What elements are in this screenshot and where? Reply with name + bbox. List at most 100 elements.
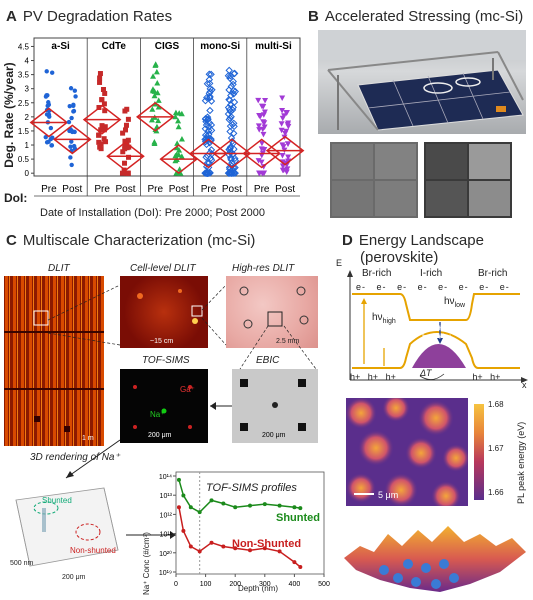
position-axis-label: x bbox=[522, 380, 527, 390]
data-point bbox=[207, 70, 215, 79]
cell-dlit-label: Cell-level DLIT bbox=[130, 263, 196, 274]
data-point bbox=[230, 69, 239, 78]
y-tick-label: 0 bbox=[25, 169, 30, 178]
stress-rig-illustration bbox=[318, 30, 526, 131]
data-point bbox=[48, 136, 54, 142]
data-point bbox=[206, 85, 214, 93]
hole-cluster-4: h+ bbox=[432, 332, 443, 342]
data-point bbox=[100, 87, 106, 93]
data-point bbox=[230, 129, 238, 138]
data-point bbox=[226, 96, 234, 105]
group-label: mono-Si bbox=[200, 41, 240, 52]
data-point bbox=[204, 135, 213, 143]
data-point bbox=[178, 135, 185, 142]
cell-dlit-spots bbox=[137, 289, 203, 324]
data-point bbox=[68, 144, 73, 149]
series-point bbox=[233, 546, 238, 551]
median-diamond bbox=[265, 135, 305, 166]
data-point bbox=[285, 141, 292, 147]
data-point bbox=[48, 125, 54, 131]
hole-row-4: h+ bbox=[472, 372, 483, 382]
y-tick-label: 10¹¹ bbox=[160, 532, 173, 539]
data-point bbox=[125, 170, 131, 176]
series-point bbox=[197, 549, 202, 554]
series-point bbox=[298, 506, 303, 511]
data-point bbox=[204, 169, 212, 177]
dlit-label: DLIT bbox=[48, 263, 70, 274]
data-point bbox=[285, 154, 292, 160]
x-tick-label: Post bbox=[62, 184, 82, 195]
dlit-module-pattern bbox=[4, 276, 104, 446]
x-tick-label: Post bbox=[169, 184, 189, 195]
cbar-label: PL peak energy (eV) bbox=[516, 421, 526, 504]
data-point bbox=[225, 115, 233, 124]
data-point bbox=[260, 119, 267, 125]
cbar-tick-2: 1.67 bbox=[488, 444, 504, 453]
panel-b-title-text: Accelerated Stressing (mc-Si) bbox=[324, 8, 524, 25]
series-point bbox=[248, 503, 252, 508]
cbar-tick-3: 1.66 bbox=[488, 488, 504, 497]
data-point bbox=[260, 103, 267, 110]
data-point bbox=[228, 106, 237, 114]
data-point bbox=[69, 128, 75, 134]
data-point bbox=[228, 169, 237, 177]
data-point bbox=[278, 121, 285, 127]
median-diamond bbox=[242, 138, 282, 169]
panel-a-title-text: PV Degradation Rates bbox=[22, 8, 173, 25]
data-point bbox=[202, 153, 210, 161]
dol-label: DoI: bbox=[4, 191, 28, 205]
data-point bbox=[204, 126, 213, 135]
data-point bbox=[229, 90, 238, 98]
data-point bbox=[97, 71, 103, 77]
data-point bbox=[206, 148, 214, 157]
data-point bbox=[201, 115, 210, 123]
hv-low-label: hνlow bbox=[444, 296, 465, 309]
panel-d-title-line2: (perovskite) bbox=[360, 249, 439, 266]
data-point bbox=[103, 139, 109, 145]
data-point bbox=[231, 87, 240, 96]
data-point bbox=[207, 154, 215, 163]
tofsims-image bbox=[120, 369, 208, 443]
series-point bbox=[221, 501, 226, 506]
y-tick-label: 10¹³ bbox=[160, 493, 173, 500]
data-point bbox=[177, 170, 184, 176]
electron-2: e- bbox=[376, 282, 387, 292]
data-point bbox=[152, 62, 159, 68]
hole-row-3: h+ bbox=[385, 372, 396, 382]
data-point bbox=[69, 115, 74, 121]
data-point bbox=[201, 97, 210, 105]
series-point bbox=[277, 503, 282, 508]
series-point bbox=[209, 540, 214, 545]
data-point bbox=[122, 138, 128, 144]
tofsims-profile-chart: 0 100 200 300 400 500 10¹⁴ 10¹³ 10¹² 10¹¹ 10²⁰ 10¹⁹ bbox=[159, 471, 330, 588]
data-point bbox=[151, 92, 158, 99]
data-point bbox=[285, 123, 292, 130]
y-tick-label: 1 bbox=[25, 141, 30, 150]
group-label: CdTe bbox=[102, 41, 127, 52]
data-point bbox=[120, 130, 126, 136]
x-tick-label: 500 bbox=[318, 581, 330, 588]
panel-c-title-text: Multiscale Characterization (mc-Si) bbox=[22, 232, 256, 249]
data-point bbox=[97, 144, 103, 150]
series-point bbox=[277, 549, 282, 554]
hv-low-sub: low bbox=[454, 302, 466, 309]
x-tick-label: Pre bbox=[254, 184, 270, 195]
data-point bbox=[99, 97, 105, 103]
x-tick-label: 100 bbox=[200, 581, 212, 588]
data-point bbox=[73, 94, 78, 99]
data-point bbox=[278, 127, 285, 134]
data-point bbox=[155, 97, 162, 103]
dlit-module-image bbox=[4, 276, 104, 446]
electron-8: e- bbox=[499, 282, 510, 292]
series-point bbox=[298, 565, 303, 570]
median-diamond bbox=[135, 101, 175, 132]
holes-cluster: h+h+ h+h+h+ bbox=[422, 324, 453, 342]
series-shunted-label: Shunted bbox=[276, 512, 320, 524]
data-point bbox=[120, 149, 126, 155]
data-point bbox=[283, 169, 290, 175]
render-scale-depth: 500 nm bbox=[10, 560, 34, 567]
data-point bbox=[71, 108, 77, 114]
data-point bbox=[102, 124, 108, 130]
highres-dlit-features bbox=[239, 286, 309, 329]
ga-label: Ga⁺ bbox=[180, 385, 195, 394]
